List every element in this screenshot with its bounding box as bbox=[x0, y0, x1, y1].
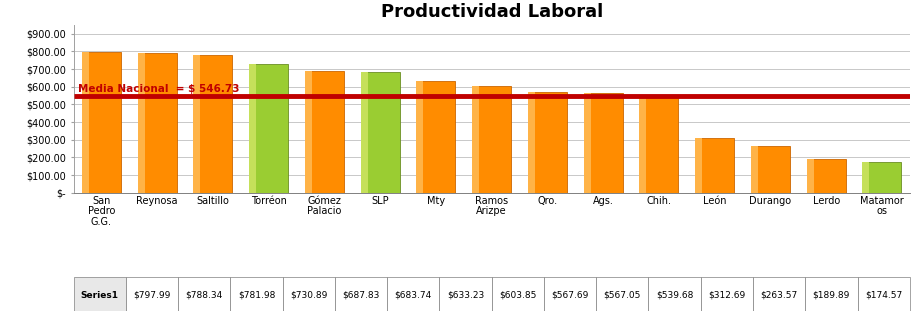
Bar bbox=[640, 97, 646, 193]
Bar bbox=[528, 92, 567, 193]
Bar bbox=[138, 53, 176, 193]
Bar bbox=[138, 53, 144, 193]
Bar bbox=[472, 86, 479, 193]
Bar bbox=[751, 146, 758, 193]
Bar bbox=[249, 64, 289, 193]
Bar bbox=[360, 72, 400, 193]
Bar bbox=[862, 162, 902, 193]
Bar bbox=[584, 93, 623, 193]
Bar bbox=[584, 93, 591, 193]
Bar bbox=[862, 162, 869, 193]
Bar bbox=[193, 55, 233, 193]
Text: Media Nacional  = $ 546.73: Media Nacional = $ 546.73 bbox=[78, 84, 239, 94]
Bar bbox=[360, 72, 368, 193]
Bar bbox=[695, 137, 734, 193]
Bar bbox=[528, 92, 535, 193]
Bar bbox=[695, 137, 702, 193]
Bar bbox=[305, 71, 344, 193]
Bar bbox=[416, 81, 424, 193]
Bar bbox=[807, 159, 813, 193]
Bar bbox=[193, 55, 200, 193]
Bar bbox=[82, 52, 121, 193]
Bar bbox=[640, 97, 678, 193]
Bar bbox=[472, 86, 511, 193]
Bar bbox=[249, 64, 256, 193]
Bar bbox=[82, 52, 89, 193]
Bar bbox=[751, 146, 790, 193]
Bar bbox=[416, 81, 456, 193]
Title: Productividad Laboral: Productividad Laboral bbox=[380, 2, 603, 21]
Bar bbox=[305, 71, 312, 193]
Bar bbox=[807, 159, 845, 193]
